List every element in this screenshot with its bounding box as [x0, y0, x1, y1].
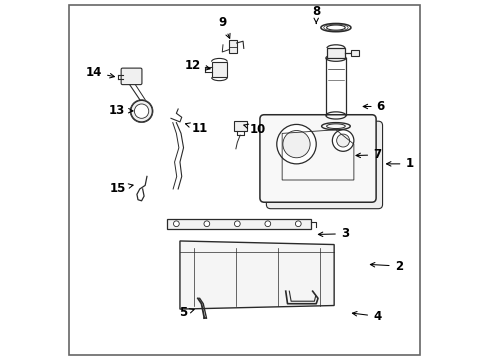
Circle shape [276, 125, 316, 164]
Bar [229, 40, 236, 53]
Text: 15: 15 [110, 182, 133, 195]
Bar [326, 48, 344, 58]
Text: 6: 6 [363, 100, 384, 113]
Text: 10: 10 [244, 122, 265, 136]
FancyBboxPatch shape [167, 219, 310, 229]
Bar [211, 62, 227, 77]
Text: 2: 2 [369, 260, 402, 273]
Circle shape [336, 134, 349, 147]
Bar [234, 121, 247, 131]
Text: 8: 8 [311, 5, 320, 23]
Text: 11: 11 [185, 122, 207, 135]
Circle shape [134, 104, 148, 118]
FancyBboxPatch shape [121, 68, 142, 85]
Text: 4: 4 [352, 310, 381, 323]
Circle shape [234, 221, 240, 226]
Text: 14: 14 [85, 66, 114, 79]
FancyBboxPatch shape [260, 115, 375, 202]
FancyBboxPatch shape [266, 121, 382, 209]
Polygon shape [180, 241, 333, 309]
Circle shape [203, 221, 209, 226]
Text: 9: 9 [219, 16, 229, 38]
Circle shape [332, 130, 353, 151]
Text: 5: 5 [179, 306, 194, 319]
Circle shape [264, 221, 270, 226]
Circle shape [295, 221, 301, 226]
Text: 7: 7 [355, 148, 381, 161]
Circle shape [131, 100, 152, 122]
Text: 13: 13 [109, 104, 133, 117]
Text: 12: 12 [184, 59, 210, 72]
Circle shape [282, 131, 309, 158]
Text: 1: 1 [386, 157, 413, 170]
Text: 3: 3 [318, 227, 348, 240]
Bar [350, 50, 358, 56]
Circle shape [173, 221, 179, 226]
